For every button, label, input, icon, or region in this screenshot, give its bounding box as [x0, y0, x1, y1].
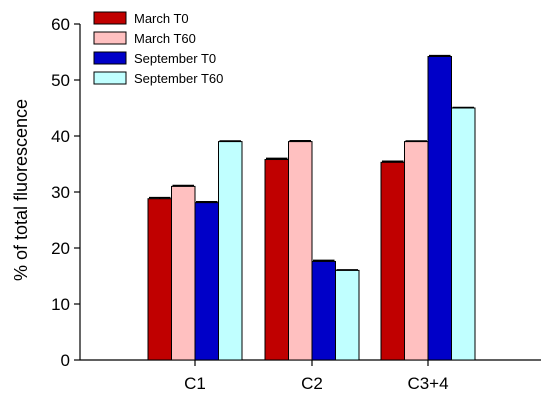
legend-swatch [93, 31, 127, 45]
legend-swatch [93, 71, 127, 85]
bar-c34-series-0 [380, 161, 405, 361]
y-tick-label: 30 [51, 183, 70, 202]
y-tick-label: 40 [51, 127, 70, 146]
bar-c1-series-3 [218, 141, 243, 361]
y-tick-label: 0 [61, 351, 70, 370]
bar-c34-series-1 [404, 141, 429, 361]
y-axis-label: % of total fluorescence [11, 99, 31, 281]
y-tick-label: 50 [51, 71, 70, 90]
bar-c1-series-0 [147, 198, 172, 361]
x-tick-label: C2 [301, 374, 323, 393]
bar-c2-series-0 [264, 159, 289, 361]
bar-c1-series-1 [171, 185, 196, 361]
bar-c2-series-1 [288, 141, 313, 361]
legend-swatch [93, 11, 127, 25]
legend-label: March T0 [134, 11, 189, 26]
x-tick-label: C1 [184, 374, 206, 393]
legend-label: September T60 [134, 71, 223, 86]
y-tick-label: 20 [51, 239, 70, 258]
y-tick-label: 60 [51, 15, 70, 34]
bars [147, 55, 476, 361]
legend: March T0 March T60 September T0 September T… [93, 11, 223, 86]
bar-c2-series-3 [335, 269, 360, 361]
y-tick-label: 10 [51, 295, 70, 314]
bar-c2-series-2 [311, 260, 336, 361]
legend-label: September T0 [134, 51, 216, 66]
legend-swatch [93, 51, 127, 65]
bar-c34-series-2 [427, 55, 452, 361]
bar-c34-series-3 [451, 107, 476, 361]
error-bars [149, 54, 474, 271]
x-tick-label: C3+4 [407, 374, 448, 393]
legend-label: March T60 [134, 31, 196, 46]
bar-c1-series-2 [194, 202, 219, 361]
axes: 0 10 20 30 40 50 60 C1 C2 C3+4 [51, 15, 541, 393]
